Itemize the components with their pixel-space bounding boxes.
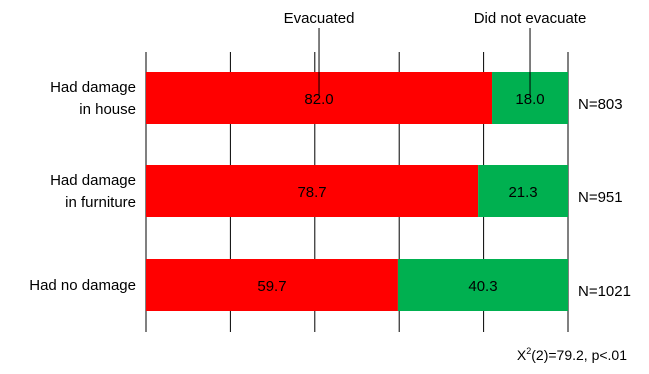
category-label: in house — [79, 101, 136, 118]
data-label: 18.0 — [515, 91, 544, 108]
category-label: Had damage — [50, 79, 136, 96]
category-label: Had no damage — [29, 277, 136, 294]
bar-evacuated — [146, 259, 398, 311]
data-label: 40.3 — [468, 278, 497, 295]
bar-not-evacuated — [397, 259, 568, 311]
stat-superscript: 2 — [526, 346, 532, 356]
data-label: 59.7 — [257, 278, 286, 295]
legend-did-not-evacuate: Did not evacuate — [474, 10, 587, 27]
n-label: N=803 — [578, 96, 623, 113]
category-label: in furniture — [65, 194, 136, 211]
bar-not-evacuated — [478, 165, 568, 217]
stat-text: (2)=79.2, p<.01 — [531, 347, 627, 363]
data-label: 78.7 — [297, 184, 326, 201]
stat-symbol: X — [516, 347, 527, 363]
n-label: N=951 — [578, 189, 623, 206]
n-label: N=1021 — [578, 283, 631, 300]
bar-evacuated — [146, 165, 479, 217]
data-label: 82.0 — [304, 91, 333, 108]
data-label: 21.3 — [508, 184, 537, 201]
legend-evacuated: Evacuated — [284, 10, 355, 27]
category-label: Had damage — [50, 172, 136, 189]
chi-square-statistic: X2(2)=79.2, p<.01 — [517, 346, 627, 363]
